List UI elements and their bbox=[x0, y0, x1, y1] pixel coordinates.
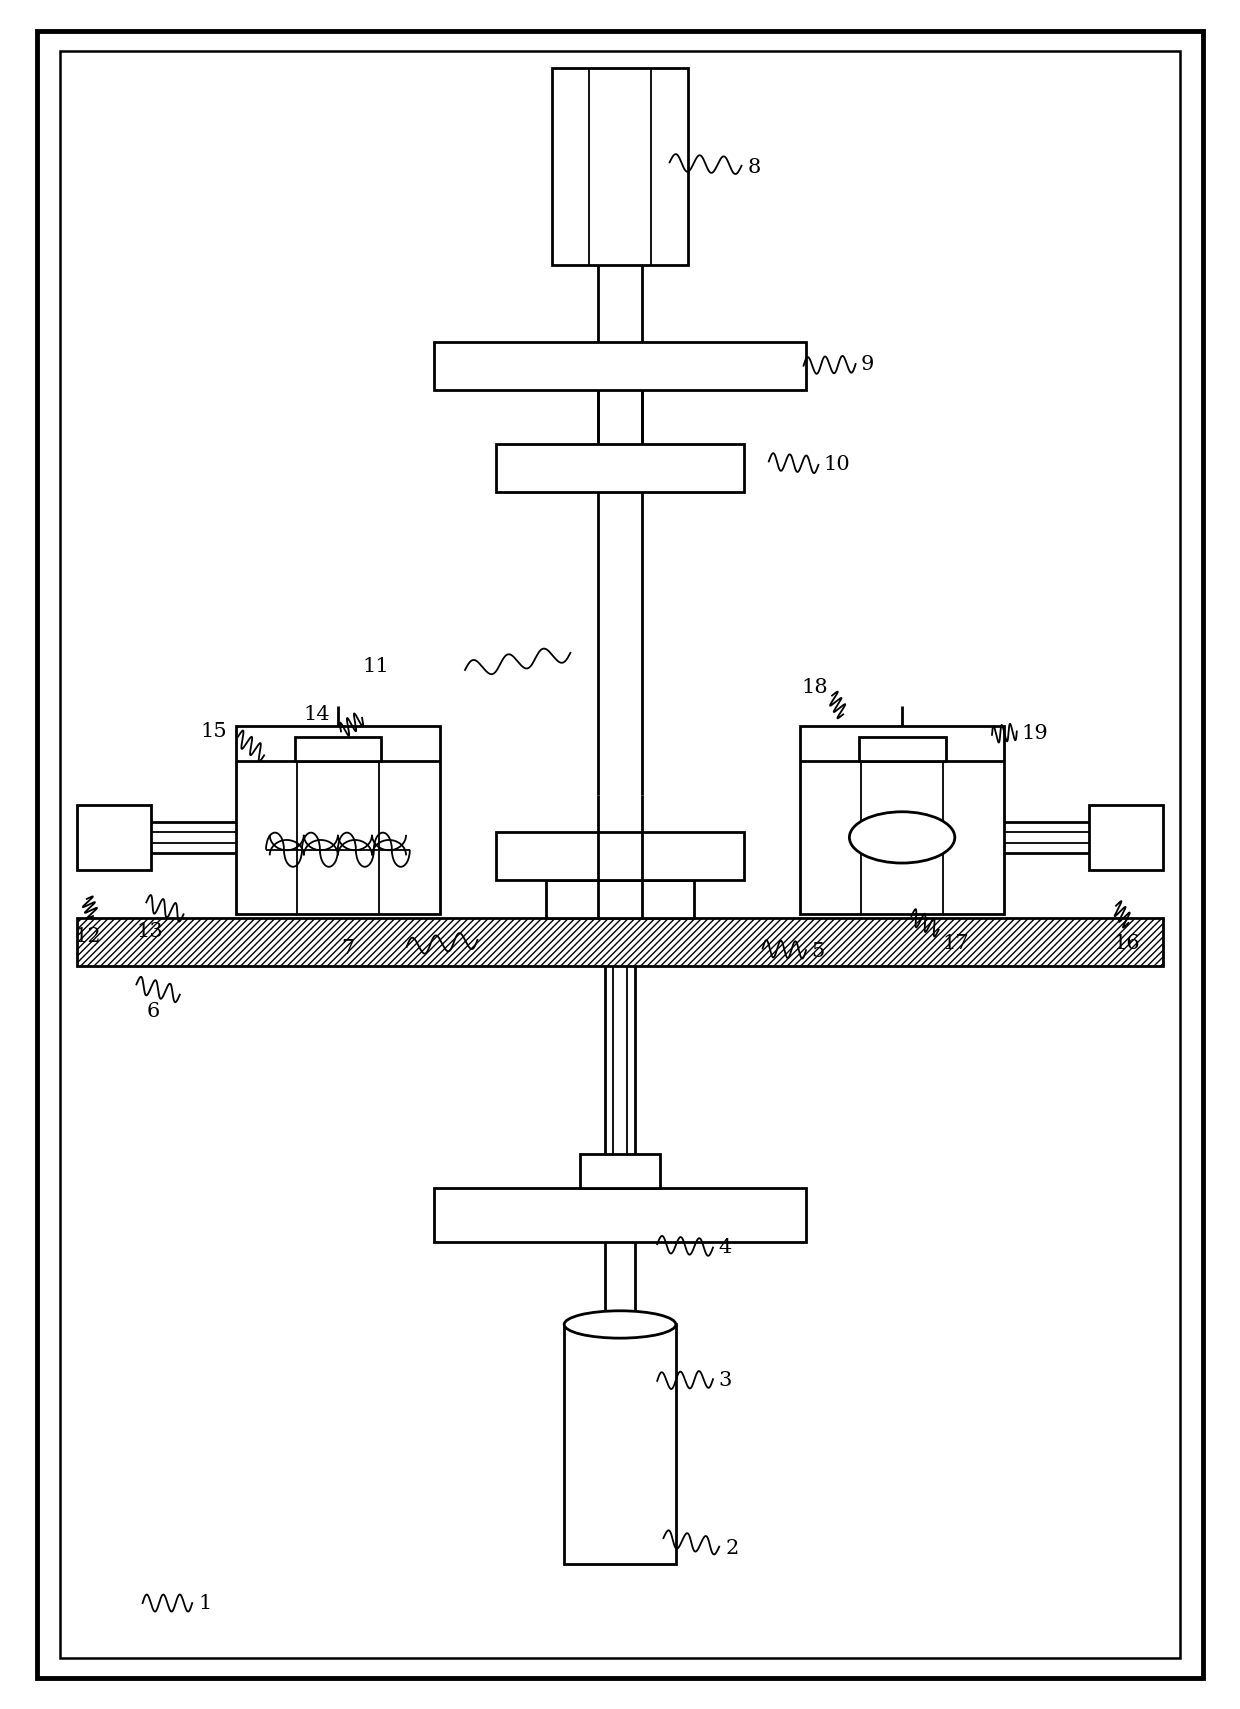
Bar bbox=[434, 1188, 806, 1242]
Text: 18: 18 bbox=[801, 677, 827, 697]
Bar bbox=[858, 737, 945, 761]
Text: 9: 9 bbox=[861, 354, 874, 374]
Text: 7: 7 bbox=[341, 938, 355, 959]
Text: 4: 4 bbox=[718, 1237, 732, 1258]
Text: 3: 3 bbox=[718, 1371, 732, 1391]
Text: 16: 16 bbox=[1114, 933, 1140, 954]
Bar bbox=[295, 737, 381, 761]
Text: 11: 11 bbox=[362, 656, 389, 677]
Text: 10: 10 bbox=[823, 455, 851, 475]
Text: 1: 1 bbox=[198, 1593, 212, 1613]
Text: 12: 12 bbox=[74, 926, 100, 947]
Bar bbox=[564, 1324, 676, 1564]
Text: 8: 8 bbox=[748, 157, 761, 178]
Text: 17: 17 bbox=[942, 933, 968, 954]
Text: 2: 2 bbox=[725, 1538, 739, 1559]
Text: 5: 5 bbox=[811, 942, 825, 962]
Bar bbox=[1089, 805, 1163, 870]
Bar bbox=[496, 832, 744, 880]
Bar bbox=[800, 726, 1004, 914]
Bar bbox=[546, 880, 694, 918]
Text: 19: 19 bbox=[1022, 723, 1049, 743]
Bar bbox=[77, 918, 1163, 966]
Text: 15: 15 bbox=[201, 721, 227, 742]
Bar bbox=[496, 444, 744, 492]
Ellipse shape bbox=[564, 1311, 676, 1338]
Bar bbox=[77, 805, 151, 870]
Bar bbox=[434, 342, 806, 390]
Ellipse shape bbox=[849, 812, 955, 863]
Text: 14: 14 bbox=[304, 704, 330, 725]
Text: 6: 6 bbox=[146, 1001, 160, 1022]
Bar bbox=[552, 68, 688, 265]
Bar bbox=[236, 726, 440, 914]
Text: 13: 13 bbox=[136, 921, 164, 942]
Bar bbox=[580, 1154, 660, 1188]
